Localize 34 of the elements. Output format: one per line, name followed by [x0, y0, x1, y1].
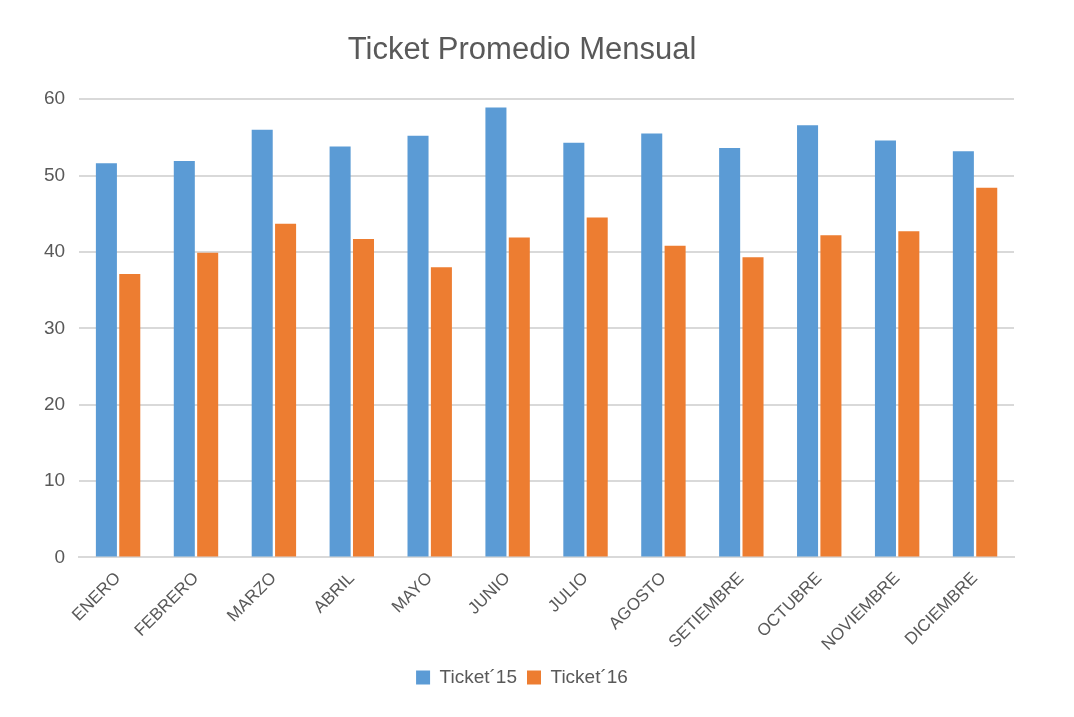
- bar: [742, 257, 764, 557]
- bar: [952, 151, 974, 557]
- chart-title: Ticket Promedio Mensual: [347, 31, 697, 67]
- y-tick-label: 60: [43, 87, 66, 109]
- y-tick-label: 0: [54, 545, 66, 567]
- y-tick-label: 20: [43, 392, 66, 414]
- bar: [898, 231, 920, 557]
- bar: [119, 274, 141, 557]
- bar: [586, 217, 608, 557]
- bar: [197, 252, 219, 557]
- bar: [664, 245, 686, 557]
- bar: [251, 129, 273, 557]
- y-tick-label: 10: [43, 469, 66, 491]
- bar: [641, 133, 663, 557]
- y-tick-label: 40: [43, 240, 66, 262]
- bar: [407, 135, 429, 557]
- y-tick-label: 30: [43, 316, 66, 338]
- bar: [329, 146, 351, 557]
- legend-label: Ticket´16: [550, 665, 628, 687]
- bar: [820, 235, 842, 557]
- y-tick-label: 50: [43, 163, 66, 185]
- bar: [485, 107, 507, 557]
- bar: [976, 187, 998, 557]
- legend-label: Ticket´15: [439, 665, 518, 687]
- bar: [275, 223, 297, 557]
- bar: [874, 140, 896, 557]
- bar: [430, 267, 452, 557]
- bar: [797, 125, 819, 557]
- bar: [352, 238, 375, 557]
- bar: [508, 237, 530, 557]
- bar: [563, 142, 585, 557]
- bar: [173, 161, 195, 557]
- bar: [95, 163, 117, 557]
- bar: [719, 148, 741, 557]
